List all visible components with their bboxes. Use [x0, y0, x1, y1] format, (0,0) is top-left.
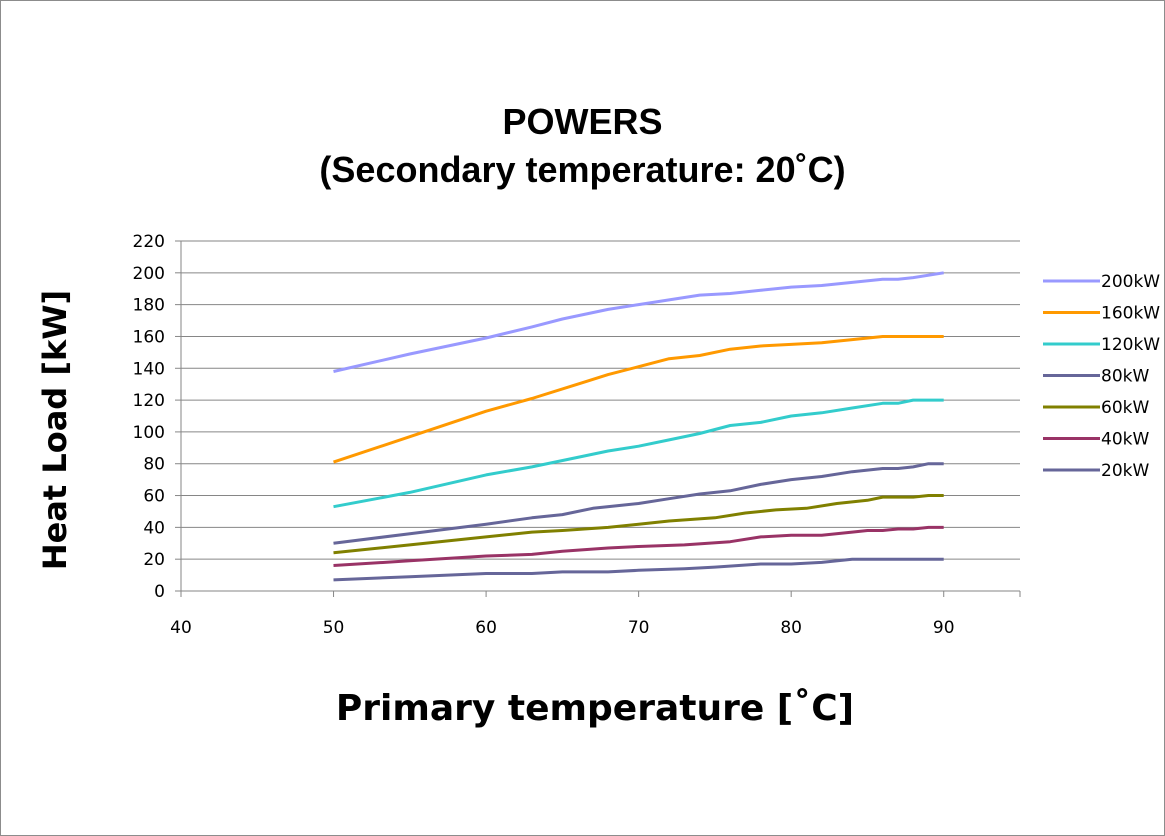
- legend-label-80kW: 80kW: [1101, 367, 1149, 387]
- x-axis-label: Primary temperature [˚C]: [335, 688, 855, 729]
- series-line-20kW: [333, 557, 944, 582]
- legend-label-40kW: 40kW: [1101, 430, 1149, 450]
- y-tick-label: 200: [133, 264, 165, 284]
- series-line-80kW: [333, 462, 944, 545]
- y-tick-label: 80: [143, 455, 165, 475]
- x-tick-label: 70: [628, 618, 650, 638]
- y-tick-label: 140: [133, 359, 165, 379]
- y-tick-label: 120: [133, 391, 165, 411]
- y-tick-label: 160: [133, 327, 165, 347]
- y-tick-label: 220: [133, 232, 165, 252]
- legend-label-120kW: 120kW: [1101, 335, 1160, 355]
- y-tick-label: 100: [133, 423, 165, 443]
- series-line-120kW: [333, 398, 944, 509]
- x-tick-label: 80: [780, 618, 802, 638]
- y-tick-label: 40: [143, 518, 165, 538]
- y-tick-label: 0: [154, 582, 165, 602]
- chart-title-block: POWERS (Secondary temperature: 20˚C): [0, 98, 1165, 194]
- x-tick-label: 40: [170, 618, 192, 638]
- series-line-200kW: [333, 271, 944, 373]
- legend-label-60kW: 60kW: [1101, 398, 1149, 418]
- series-line-40kW: [333, 525, 944, 567]
- y-tick-label: 20: [143, 550, 165, 570]
- chart-subtitle: (Secondary temperature: 20˚C): [319, 149, 846, 190]
- y-tick-label: 60: [143, 487, 165, 507]
- legend-label-20kW: 20kW: [1101, 461, 1149, 481]
- legend-label-160kW: 160kW: [1101, 304, 1160, 324]
- series-line-60kW: [333, 494, 944, 555]
- x-tick-label: 60: [475, 618, 497, 638]
- chart-title: POWERS: [502, 101, 663, 142]
- legend-label-200kW: 200kW: [1101, 272, 1160, 292]
- x-tick-label: 90: [933, 618, 955, 638]
- x-tick-label: 50: [323, 618, 345, 638]
- series-line-160kW: [333, 335, 944, 464]
- y-tick-label: 180: [133, 296, 165, 316]
